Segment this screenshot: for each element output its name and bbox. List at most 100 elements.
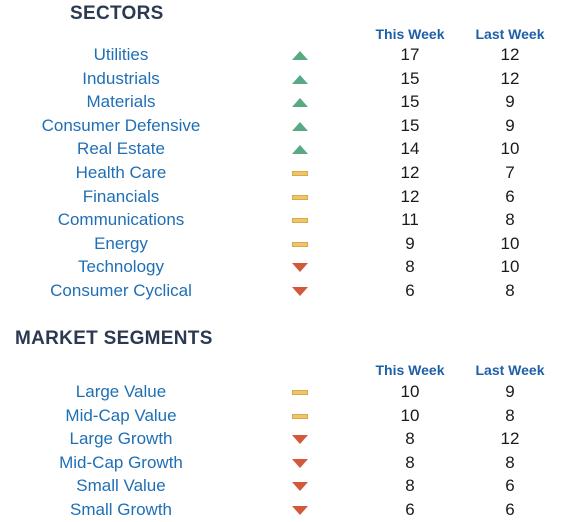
triangle-up-icon bbox=[292, 98, 308, 108]
trend-indicator bbox=[292, 458, 308, 469]
this-week-value: 14 bbox=[400, 139, 420, 159]
sectors-row: Real Estate 14 10 bbox=[0, 137, 561, 160]
this-week-value: 17 bbox=[400, 45, 420, 64]
trend-indicator bbox=[292, 240, 308, 250]
row-label: Energy bbox=[94, 233, 148, 253]
row-label: Consumer Defensive bbox=[41, 115, 201, 135]
row-label: Real Estate bbox=[77, 139, 165, 159]
segments-row: Large Growth 8 12 bbox=[0, 427, 561, 450]
this-week-value: 6 bbox=[405, 281, 415, 300]
sectors-row: Technology 8 10 bbox=[0, 255, 561, 278]
this-week-value: 8 bbox=[405, 452, 415, 472]
dash-icon bbox=[292, 194, 308, 200]
dash-icon bbox=[292, 413, 308, 419]
sectors-row: Financials 12 6 bbox=[0, 185, 561, 208]
this-week-value: 11 bbox=[401, 210, 419, 230]
dash-icon bbox=[292, 171, 308, 176]
row-label: Technology bbox=[77, 257, 164, 277]
trend-indicator bbox=[292, 169, 308, 179]
triangle-down-icon bbox=[292, 458, 308, 468]
trend-indicator bbox=[292, 435, 308, 445]
this-week-value: 15 bbox=[400, 92, 420, 112]
trend-indicator bbox=[292, 51, 308, 61]
triangle-up-icon bbox=[292, 145, 308, 155]
this-week-value: 8 bbox=[405, 429, 415, 449]
segments-row: Small Growth 6 6 bbox=[0, 498, 561, 521]
trend-indicator bbox=[292, 121, 308, 132]
this-week-value: 9 bbox=[405, 233, 415, 253]
last-week-value: 10 bbox=[500, 257, 520, 277]
trend-indicator bbox=[292, 98, 308, 108]
triangle-up-icon bbox=[292, 74, 308, 84]
segments-title: MARKET SEGMENTS bbox=[15, 328, 213, 349]
last-week-value: 8 bbox=[505, 452, 515, 472]
last-week-value: 6 bbox=[505, 186, 515, 206]
last-week-value: 7 bbox=[505, 163, 515, 182]
last-week-value: 10 bbox=[500, 233, 520, 253]
triangle-down-icon bbox=[292, 482, 308, 492]
row-label: Industrials bbox=[82, 68, 160, 88]
row-label: Small Growth bbox=[69, 500, 173, 519]
sectors-row: Energy 9 10 bbox=[0, 232, 561, 255]
trend-indicator bbox=[292, 145, 308, 155]
sectors-row: Utilities 17 12 bbox=[0, 43, 561, 66]
sectors-row: Materials 15 9 bbox=[0, 90, 561, 113]
last-week-value: 8 bbox=[505, 210, 515, 230]
trend-indicator bbox=[292, 193, 308, 203]
this-week-value: 12 bbox=[400, 163, 420, 182]
sectors-row: Communications 11 8 bbox=[0, 208, 561, 231]
row-label: Financials bbox=[82, 186, 160, 206]
dash-icon bbox=[292, 218, 308, 224]
sectors-this-week-header: This Week bbox=[375, 26, 445, 42]
this-week-value: 8 bbox=[405, 257, 415, 277]
sectors-row: Health Care 12 7 bbox=[0, 161, 561, 184]
last-week-value: 6 bbox=[505, 500, 515, 519]
triangle-down-icon bbox=[292, 435, 308, 445]
segments-row: Large Value 10 9 bbox=[0, 380, 561, 403]
dash-icon bbox=[292, 390, 308, 395]
last-week-value: 9 bbox=[505, 92, 515, 112]
segments-row: Mid-Cap Growth 8 8 bbox=[0, 451, 561, 474]
triangle-down-icon bbox=[292, 263, 308, 273]
row-label: Health Care bbox=[75, 163, 167, 182]
this-week-value: 6 bbox=[405, 500, 415, 519]
row-label: Large Value bbox=[75, 382, 167, 401]
last-week-value: 10 bbox=[500, 139, 520, 159]
this-week-value: 10 bbox=[400, 405, 420, 425]
trend-indicator bbox=[292, 506, 308, 516]
segments-row: Mid-Cap Value 10 8 bbox=[0, 404, 561, 427]
row-label: Utilities bbox=[93, 45, 149, 64]
last-week-value: 12 bbox=[500, 68, 520, 88]
this-week-value: 12 bbox=[400, 186, 420, 206]
trend-indicator bbox=[292, 482, 308, 492]
sectors-row: Consumer Defensive 15 9 bbox=[0, 114, 561, 137]
segments-this-week-header: This Week bbox=[375, 362, 445, 378]
sectors-row: Industrials 15 12 bbox=[0, 67, 561, 90]
last-week-value: 12 bbox=[500, 429, 520, 449]
trend-indicator bbox=[292, 412, 308, 422]
row-label: Materials bbox=[86, 92, 156, 112]
last-week-value: 8 bbox=[505, 405, 515, 425]
triangle-up-icon bbox=[292, 121, 308, 131]
trend-indicator bbox=[292, 388, 308, 398]
last-week-value: 9 bbox=[505, 115, 515, 135]
sectors-row: Consumer Cyclical 6 8 bbox=[0, 279, 561, 302]
this-week-value: 10 bbox=[400, 382, 420, 401]
segments-row: Small Value 8 6 bbox=[0, 474, 561, 497]
triangle-down-icon bbox=[292, 506, 308, 515]
dash-icon bbox=[292, 241, 308, 247]
row-label: Mid-Cap Value bbox=[65, 405, 177, 425]
trend-indicator bbox=[292, 216, 308, 226]
this-week-value: 15 bbox=[400, 68, 420, 88]
last-week-value: 6 bbox=[505, 476, 515, 496]
trend-indicator bbox=[292, 287, 308, 297]
triangle-down-icon bbox=[292, 287, 308, 296]
this-week-value: 8 bbox=[405, 476, 415, 496]
last-week-value: 8 bbox=[505, 281, 515, 300]
trend-indicator bbox=[292, 74, 308, 85]
this-week-value: 15 bbox=[400, 115, 420, 135]
segments-last-week-header: Last Week bbox=[475, 362, 545, 378]
last-week-value: 9 bbox=[505, 382, 515, 401]
row-label: Large Growth bbox=[69, 429, 173, 449]
row-label: Consumer Cyclical bbox=[50, 281, 192, 300]
